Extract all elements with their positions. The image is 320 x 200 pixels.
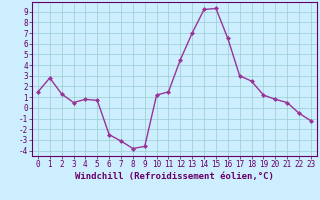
X-axis label: Windchill (Refroidissement éolien,°C): Windchill (Refroidissement éolien,°C) [75, 172, 274, 181]
